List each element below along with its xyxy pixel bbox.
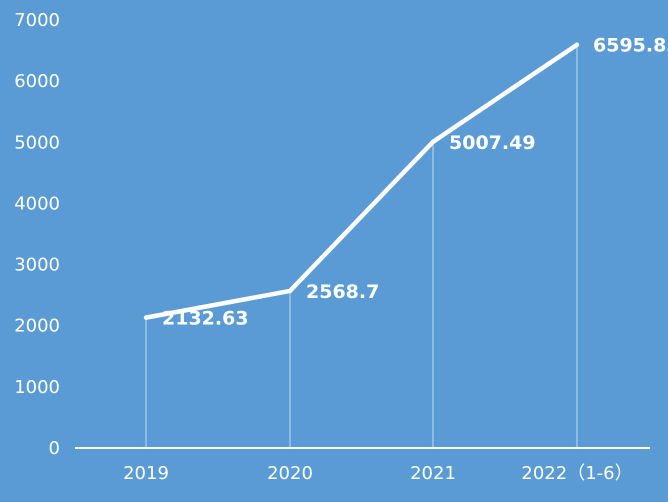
y-tick-label: 3000 [14,255,60,276]
x-tick-label: 2022（1-6） [521,463,632,484]
data-point [143,315,149,320]
axes-layer: 0 1000 2000 3000 4000 5000 6000 7000 2019 2020 202… [14,10,650,484]
data-point [287,288,293,294]
x-tick-label: 2019 [123,463,169,484]
y-tick-label: 7000 [14,10,60,31]
x-tick-label: 2021 [410,463,456,484]
y-tick-label: 4000 [14,193,60,214]
series-line [145,42,579,320]
data-point [574,42,580,47]
y-tick-label: 6000 [14,71,60,92]
data-label: 2568.7 [306,281,379,303]
y-tick-label: 2000 [14,316,60,337]
y-tick-label: 1000 [14,377,60,398]
y-tick-label: 0 [49,438,60,459]
data-label: 6595.83 [593,35,668,57]
series-line-layer [143,42,580,320]
data-point [430,139,436,145]
data-label: 5007.49 [449,132,536,154]
y-tick-label: 5000 [14,132,60,153]
drop-lines-layer [145,44,578,448]
x-tick-label: 2020 [267,463,313,484]
data-labels-layer: 2132.63 2568.7 5007.49 6595.83 [162,35,668,330]
data-label: 2132.63 [162,308,249,330]
